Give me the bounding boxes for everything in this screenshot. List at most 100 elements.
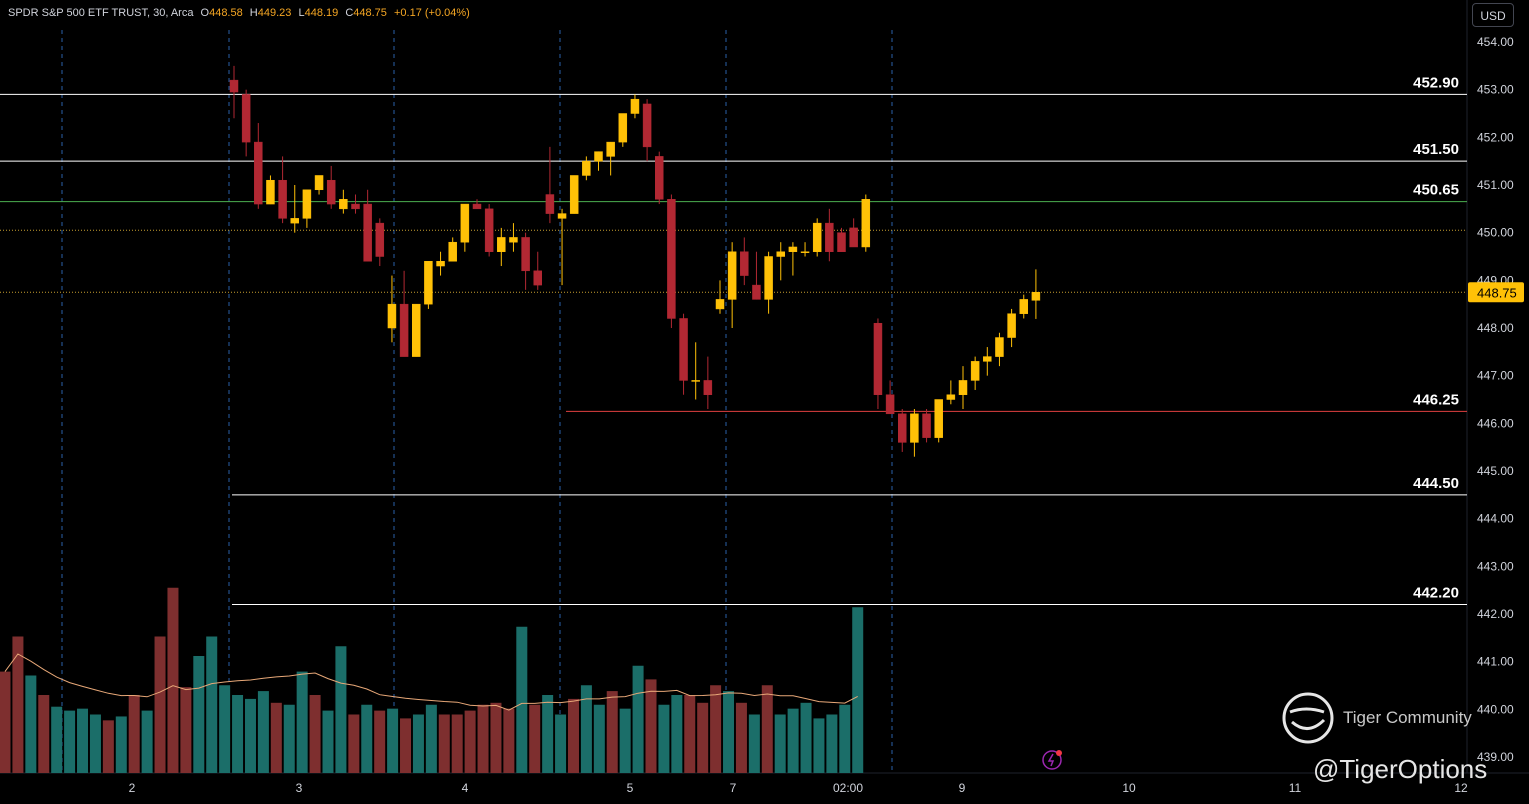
candle-body xyxy=(557,213,567,219)
volume-bar xyxy=(606,691,618,773)
candle-body xyxy=(1007,313,1016,338)
volume-bar xyxy=(335,646,347,773)
candle-body xyxy=(302,189,312,219)
volume-bar xyxy=(697,702,709,773)
price-level-label: 446.25 xyxy=(1413,391,1459,408)
volume-bar xyxy=(761,685,773,773)
candle-body xyxy=(472,203,482,210)
candle-body xyxy=(339,199,348,210)
price-axis[interactable]: 454.00453.00452.00451.00450.00449.00448.… xyxy=(1468,35,1524,764)
candle-body xyxy=(922,413,931,438)
price-tick-label: 439.00 xyxy=(1477,750,1514,764)
price-tick-label: 448.00 xyxy=(1477,321,1514,335)
volume-bar xyxy=(619,708,631,773)
candles xyxy=(229,65,1041,457)
tiger-logo-icon xyxy=(1282,692,1334,744)
volume-bar xyxy=(710,685,722,773)
candle-body xyxy=(569,175,579,214)
volume-bar xyxy=(206,636,218,773)
volume-bar xyxy=(723,691,735,773)
volume-bar xyxy=(839,704,851,773)
time-tick-label: 7 xyxy=(730,781,737,795)
volume-bar xyxy=(567,698,579,773)
candle-body xyxy=(898,413,907,443)
volume-bar xyxy=(787,708,799,773)
candle-body xyxy=(995,337,1004,357)
volume-bar xyxy=(167,587,179,773)
time-tick-label: 5 xyxy=(627,781,634,795)
candle-body xyxy=(594,151,603,162)
candle-body xyxy=(448,241,457,262)
low-label: L xyxy=(298,7,305,19)
price-tick-label: 444.00 xyxy=(1477,512,1514,526)
currency-button[interactable]: USD xyxy=(1472,3,1514,27)
candle-body xyxy=(399,303,409,357)
chart-legend: SPDR S&P 500 ETF TRUST, 30, Arca O448.58… xyxy=(8,7,470,19)
volume-bar xyxy=(77,708,89,773)
candle-body xyxy=(970,361,980,381)
volume-bar xyxy=(0,671,11,773)
candle-body xyxy=(788,246,798,252)
price-tick-label: 451.00 xyxy=(1477,178,1514,192)
volume-bar xyxy=(12,636,24,773)
time-axis[interactable]: 2 3 4 5 7 02:00 9 10 11 12 xyxy=(129,781,1468,795)
volume-bar xyxy=(361,704,373,773)
candle-body xyxy=(655,156,664,200)
volume-bar xyxy=(800,702,812,773)
price-tick-label: 446.00 xyxy=(1477,416,1514,430)
candle-body xyxy=(837,232,846,252)
candle-body xyxy=(691,380,700,382)
candle-body xyxy=(934,399,943,438)
candle-body xyxy=(873,322,883,395)
alert-icon[interactable] xyxy=(1042,750,1062,770)
candle-body xyxy=(606,141,615,157)
candle-body xyxy=(727,251,737,300)
volume-bar xyxy=(348,714,360,773)
volume-bar xyxy=(180,687,192,773)
price-level-label: 444.50 xyxy=(1413,475,1459,492)
volume-bar xyxy=(425,704,437,773)
time-tick-label: 9 xyxy=(959,781,966,795)
candle-body xyxy=(825,222,834,252)
candle-body xyxy=(375,222,385,257)
price-level-label: 442.20 xyxy=(1413,584,1459,601)
close-label: C xyxy=(345,7,354,19)
last-price-tag xyxy=(1468,282,1524,303)
volume-bar xyxy=(115,716,127,773)
volume-bar xyxy=(89,714,101,773)
price-level-label: 451.50 xyxy=(1413,141,1459,158)
candle-body xyxy=(630,98,640,114)
candle-body xyxy=(849,227,858,248)
time-tick-label: 10 xyxy=(1122,781,1136,795)
candle-body xyxy=(521,237,530,272)
candle-body xyxy=(642,103,652,148)
candle-body xyxy=(460,203,470,243)
volume-bar xyxy=(154,636,166,773)
candle-body xyxy=(910,413,919,443)
price-tick-label: 445.00 xyxy=(1477,464,1514,478)
volume-bar xyxy=(25,675,37,773)
open-value: 448.58 xyxy=(209,7,243,19)
candle-body xyxy=(812,222,822,252)
open-label: O xyxy=(200,7,210,19)
volume-bars xyxy=(0,587,864,773)
price-tick-label: 440.00 xyxy=(1477,702,1514,716)
volume-bar xyxy=(593,704,605,773)
volume-bar xyxy=(464,710,476,773)
volume-bar xyxy=(477,704,489,773)
volume-bar xyxy=(645,679,657,773)
candle-body xyxy=(424,261,433,305)
candle-body xyxy=(958,380,968,395)
change-value: +0.17 (+0.04%) xyxy=(393,7,470,19)
volume-bar xyxy=(632,665,644,773)
candle-body xyxy=(776,251,785,257)
price-tick-label: 443.00 xyxy=(1477,559,1514,573)
price-tick-label: 447.00 xyxy=(1477,369,1514,383)
candle-body xyxy=(1031,292,1041,301)
candle-body xyxy=(983,356,992,362)
volume-bar xyxy=(658,704,670,773)
volume-bar xyxy=(64,710,76,773)
candle-body xyxy=(740,251,749,276)
time-tick-label: 2 xyxy=(129,781,136,795)
